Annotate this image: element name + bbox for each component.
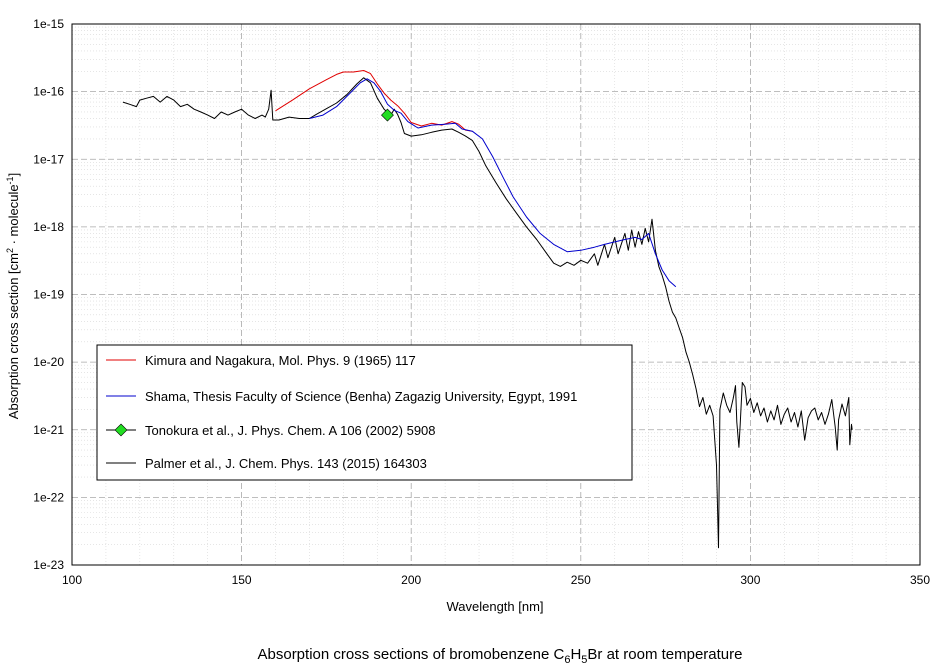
series-line-1 <box>309 78 677 288</box>
legend-label-kimura: Kimura and Nagakura, Mol. Phys. 9 (1965)… <box>145 353 416 368</box>
tick-labels: 100 150 200 250 300 350 1e-15 1e-16 1e-17 1e-18 1e… <box>33 17 930 587</box>
y-tick-label: 1e-18 <box>33 220 64 234</box>
data-point-tonokura <box>381 108 394 122</box>
series-layer <box>122 70 853 549</box>
y-axis-label-prefix: Absorption cross section [cm <box>6 253 21 419</box>
y-tick-label: 1e-22 <box>33 490 64 504</box>
legend-box <box>96 344 633 481</box>
y-tick-label: 1e-23 <box>33 558 64 572</box>
y-axis-label-suffix: ] <box>6 173 21 177</box>
y-axis-label-sup2: -1 <box>5 176 15 184</box>
x-tick-label: 150 <box>232 573 252 587</box>
caption-prefix: Absorption cross sections of bromobenzen… <box>258 646 565 663</box>
y-tick-label: 1e-15 <box>33 17 64 31</box>
y-axis-label: Absorption cross section [cm2 · molecule… <box>5 173 21 419</box>
legend: Kimura and Nagakura, Mol. Phys. 9 (1965)… <box>96 344 633 481</box>
plot-frame <box>71 23 921 566</box>
y-tick-label: 1e-21 <box>33 423 64 437</box>
y-axis-label-sup1: 2 <box>5 248 15 253</box>
x-tick-label: 100 <box>62 573 82 587</box>
caption-sub1: 6 <box>564 654 570 666</box>
series-line-0 <box>275 70 473 132</box>
legend-label-shama: Shama, Thesis Faculty of Science (Benha)… <box>145 389 577 404</box>
y-tick-label: 1e-17 <box>33 152 64 166</box>
caption-mid: H <box>570 646 581 663</box>
caption-sub2: 5 <box>581 654 587 666</box>
caption-suffix: Br at room temperature <box>587 646 742 663</box>
series-line-3 <box>122 77 853 549</box>
x-tick-label: 250 <box>571 573 591 587</box>
y-tick-label: 1e-20 <box>33 355 64 369</box>
y-tick-label: 1e-16 <box>33 85 64 99</box>
x-axis-label: Wavelength [nm] <box>446 599 543 614</box>
legend-label-palmer: Palmer et al., J. Chem. Phys. 143 (2015)… <box>145 456 427 471</box>
legend-label-tonokura: Tonokura et al., J. Phys. Chem. A 106 (2… <box>145 423 436 438</box>
y-axis-label-mid: · molecule <box>6 184 21 248</box>
x-tick-label: 200 <box>401 573 421 587</box>
y-tick-label: 1e-19 <box>33 288 64 302</box>
x-tick-label: 350 <box>910 573 930 587</box>
legend-marker-tonokura <box>114 423 128 437</box>
x-tick-label: 300 <box>740 573 760 587</box>
chart-caption: Absorption cross sections of bromobenzen… <box>258 646 743 666</box>
